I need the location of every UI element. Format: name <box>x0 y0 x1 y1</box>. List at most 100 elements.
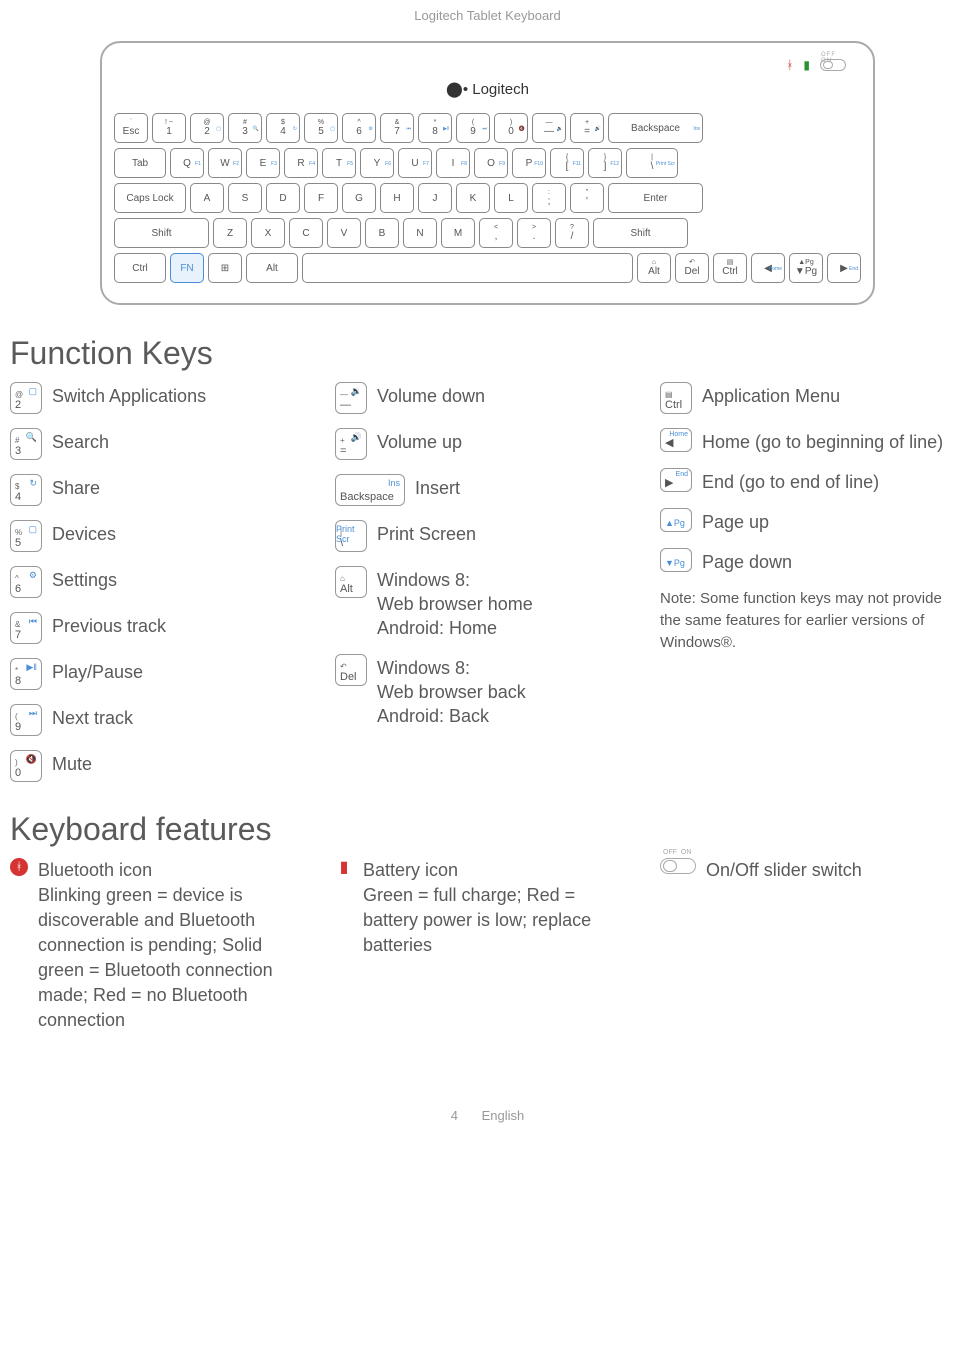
key: ⊞ <box>208 253 242 283</box>
key: A <box>190 183 224 213</box>
key: F3E <box>246 148 280 178</box>
fn-label: Volume up <box>377 428 462 454</box>
key: ↶Del <box>675 253 709 283</box>
key: F2W <box>208 148 242 178</box>
fn-label: Volume down <box>377 382 485 408</box>
key: End▶ <box>827 253 861 283</box>
fn-item: 🔉—— Volume down <box>335 382 630 414</box>
key: F7U <box>398 148 432 178</box>
fn-keycap: 🔊+= <box>335 428 367 460</box>
key: V <box>327 218 361 248</box>
key: N <box>403 218 437 248</box>
feature-switch-title: On/Off slider switch <box>706 858 862 883</box>
key: F4R <box>284 148 318 178</box>
fn-keycap: Home◀ <box>660 428 692 452</box>
key: Shift <box>114 218 209 248</box>
key: `Esc <box>114 113 148 143</box>
fn-keycap: ▤Ctrl <box>660 382 692 414</box>
feature-battery-desc: Green = full charge; Red = battery power… <box>363 885 591 955</box>
keyboard-row: Caps LockASDFGHJKL:;"'Enter <box>114 183 861 213</box>
switch-icon <box>820 59 846 71</box>
key: J <box>418 183 452 213</box>
fn-label: Page up <box>702 508 769 534</box>
battery-icon: ▮ <box>803 58 810 72</box>
fn-keycap: ▼Pg <box>660 548 692 572</box>
key: Shift <box>593 218 688 248</box>
fn-label: Search <box>52 428 109 454</box>
key: Alt <box>246 253 298 283</box>
page-language: English <box>482 1108 525 1123</box>
fn-keycap: 🔇)0 <box>10 750 42 782</box>
fn-keycap: Print Scr|\ <box>335 520 367 552</box>
key: H <box>380 183 414 213</box>
key: D <box>266 183 300 213</box>
key: ⏮&7 <box>380 113 414 143</box>
key: ⚙^6 <box>342 113 376 143</box>
key: ?/ <box>555 218 589 248</box>
fn-item: 🔇)0 Mute <box>10 750 305 782</box>
feature-battery-title: Battery icon <box>363 858 630 883</box>
fn-label: Next track <box>52 704 133 730</box>
fn-item: InsBackspaceInsert <box>335 474 630 506</box>
key: F8I <box>436 148 470 178</box>
keyboard-diagram: ᚼ ▮ ⬤• Logitech `Esc! ~1▢@2🔍#3↻$4▢%5⚙^6⏮… <box>100 41 875 305</box>
fn-item: ▢@2Switch Applications <box>10 382 305 414</box>
key: ↻$4 <box>266 113 300 143</box>
key: B <box>365 218 399 248</box>
fn-keycap: 🔍#3 <box>10 428 42 460</box>
fn-label: Page down <box>702 548 792 574</box>
fn-item: End▶End (go to end of line) <box>660 468 955 494</box>
key: F6Y <box>360 148 394 178</box>
key: Home◀ <box>751 253 785 283</box>
fn-label: Devices <box>52 520 116 546</box>
fn-keycap: InsBackspace <box>335 474 405 506</box>
key: F10P <box>512 148 546 178</box>
key: K <box>456 183 490 213</box>
fn-column-1: ▢@2Switch Applications 🔍#3 Search ↻$4Share ▢… <box>10 382 305 796</box>
fn-item: ↻$4Share <box>10 474 305 506</box>
key: 🔇)0 <box>494 113 528 143</box>
fn-label: Previous track <box>52 612 166 638</box>
fn-keycap: ▢@2 <box>10 382 42 414</box>
key: 🔍#3 <box>228 113 262 143</box>
key: >. <box>517 218 551 248</box>
fn-column-3: ▤CtrlApplication MenuHome◀Home (go to be… <box>660 382 955 796</box>
page-number: 4 <box>451 1108 458 1123</box>
fn-keycap: ↻$4 <box>10 474 42 506</box>
key: Ctrl <box>114 253 166 283</box>
key: F1Q <box>170 148 204 178</box>
bluetooth-badge-icon: ᚼ <box>10 858 28 876</box>
fn-keycap: ▢%5 <box>10 520 42 552</box>
key: ▶‖*8 <box>418 113 452 143</box>
fn-column-2: 🔉—— Volume down 🔊+= Volume up InsBackspaceIn… <box>335 382 630 796</box>
fn-label: Windows 8:Web browser backAndroid: Back <box>377 654 526 728</box>
fn-item: ⌂AltWindows 8:Web browser homeAndroid: H… <box>335 566 630 640</box>
feature-switch: On/Off slider switch <box>660 858 955 883</box>
key: ⏭(9 <box>456 113 490 143</box>
features-columns: ᚼ Bluetooth icon Blinking green = device… <box>10 858 955 1048</box>
fn-label: Application Menu <box>702 382 840 408</box>
fn-item: ▼Pg Page down <box>660 548 955 574</box>
keyboard-row: TabF1QF2WF3EF4RF5TF6YF7UF8IF9OF10PF11{[F… <box>114 148 861 178</box>
key: F12}] <box>588 148 622 178</box>
fn-item: ▲PgPage up <box>660 508 955 534</box>
fn-note: Note: Some function keys may not provide… <box>660 588 955 654</box>
key: Print Scr|\ <box>626 148 678 178</box>
fn-keycap: 🔉—— <box>335 382 367 414</box>
feature-bluetooth: ᚼ Bluetooth icon Blinking green = device… <box>10 858 305 1033</box>
key: S <box>228 183 262 213</box>
fn-item: ▶‖*8Play/Pause <box>10 658 305 690</box>
key: 🔉—— <box>532 113 566 143</box>
key: Enter <box>608 183 703 213</box>
key: ▢%5 <box>304 113 338 143</box>
switch-badge-icon <box>660 858 696 874</box>
fn-item: 🔊+= Volume up <box>335 428 630 460</box>
fn-label: Windows 8:Web browser homeAndroid: Home <box>377 566 533 640</box>
key: <, <box>479 218 513 248</box>
fn-label: Mute <box>52 750 92 776</box>
bluetooth-icon: ᚼ <box>786 58 793 72</box>
key: M <box>441 218 475 248</box>
fn-keycap: ⚙^6 <box>10 566 42 598</box>
key: ⌂Alt <box>637 253 671 283</box>
battery-badge-icon: ▮ <box>335 858 353 876</box>
